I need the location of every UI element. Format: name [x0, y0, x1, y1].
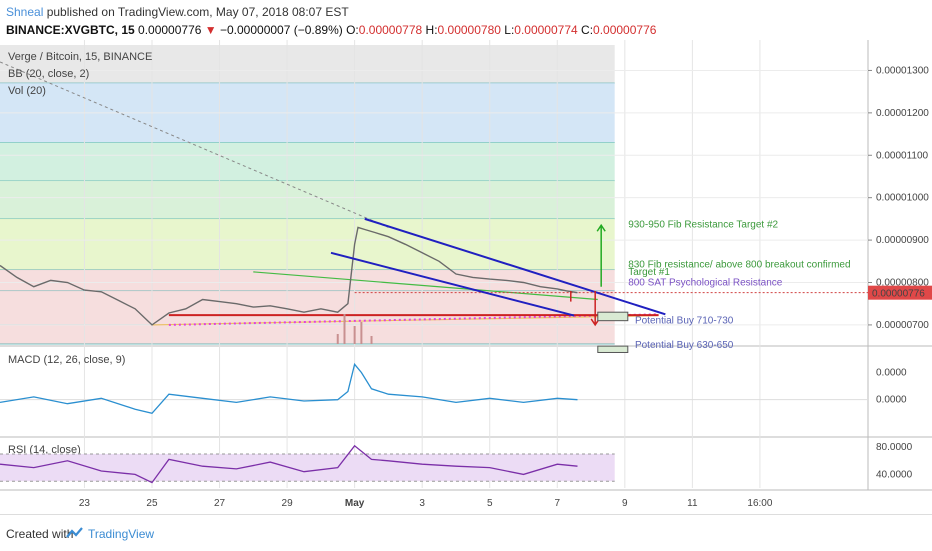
rsi-pane-label: RSI (14, close): [8, 444, 81, 456]
tradingview-brand-link[interactable]: TradingView: [88, 527, 155, 541]
fib-band: [0, 324, 615, 344]
down-arrow-icon: ▼: [204, 23, 217, 37]
price-tick-label: 0.00001000: [876, 193, 929, 204]
annotation-label: Potential Buy 630-650: [635, 340, 734, 351]
annotation-label: Target #1: [628, 267, 670, 278]
created-with-label: Created with: [6, 527, 74, 541]
price-pane-label: Vol (20): [8, 85, 46, 97]
buy-zone-box: [597, 311, 629, 322]
rsi-band: [0, 453, 615, 482]
magenta-dotted-trendline: [168, 313, 659, 326]
price-tick-label: 0.00000800: [876, 278, 929, 289]
publish-info: published on TradingView.com, May 07, 20…: [43, 5, 349, 19]
macd-tick-label: 0.0000: [876, 395, 907, 406]
price-line: [0, 226, 578, 326]
fib-band: [0, 218, 615, 270]
fib-band: [0, 45, 615, 84]
x-tick-label: 9: [622, 498, 628, 509]
rsi-line: [0, 444, 578, 484]
channel-lower-line: [330, 251, 575, 317]
open-value: 0.00000778: [358, 23, 423, 37]
x-tick-label: 27: [214, 498, 226, 509]
chart-canvas[interactable]: 23 25 27 29 May 3 5 7 9 11 16:00 0.00001300 0.000012…: [0, 40, 932, 514]
annotation-label: Potential Buy 710-730: [635, 316, 734, 327]
arrow-head-icon: [596, 223, 606, 232]
chart-header: Shneal published on TradingView.com, May…: [0, 0, 932, 40]
price-tick-label: 0.00000900: [876, 235, 929, 246]
x-tick-label: 11: [687, 498, 698, 509]
x-tick-label: 3: [419, 498, 425, 509]
dashed-trendline: [0, 61, 389, 228]
macd-tick-label: 0.0000: [876, 367, 907, 378]
symbol-label[interactable]: BINANCE:XVGBTC, 15: [6, 23, 135, 37]
fib-band: [0, 269, 615, 291]
x-tick-label: 5: [487, 498, 493, 509]
rsi-tick-label: 80.0000: [876, 442, 913, 453]
x-tick-label: 25: [146, 498, 158, 509]
annotation-label: 800 SAT Psychological Resistance: [628, 277, 783, 288]
x-tick-label: 7: [554, 498, 560, 509]
x-tick-label: May: [345, 498, 365, 509]
high-label: H:: [422, 23, 438, 37]
high-value: 0.00000780: [437, 23, 501, 37]
price-pane-label: Verge / Bitcoin, 15, BINANCE: [8, 51, 152, 63]
price-tick-label: 0.00001300: [876, 65, 929, 76]
publish-line: Shneal published on TradingView.com, May…: [6, 5, 349, 19]
annotation-label: 830 Fib resistance/ above 800 breakout c…: [628, 260, 850, 271]
close-value: 0.00000776: [593, 23, 657, 37]
ohlc-line: BINANCE:XVGBTC, 15 0.00000776 ▼ −0.00000…: [6, 23, 656, 37]
macd-line: [0, 362, 578, 415]
x-tick-label: 16:00: [747, 498, 772, 509]
author-link[interactable]: Shneal: [6, 5, 44, 19]
fib-band: [0, 142, 615, 181]
price-change: −0.00000007 (−0.89%): [216, 23, 343, 37]
low-value: 0.00000774: [514, 23, 578, 37]
open-label: O:: [342, 23, 359, 37]
close-label: C:: [577, 23, 594, 37]
x-tick-label: 29: [282, 498, 294, 509]
price-tick-label: 0.00001100: [876, 150, 929, 161]
tradingview-logo-icon[interactable]: [66, 526, 84, 540]
channel-upper-line: [364, 217, 666, 316]
footer: Created with TradingView: [0, 514, 932, 551]
macd-pane-label: MACD (12, 26, close, 9): [8, 354, 125, 366]
fib-band: [0, 180, 615, 219]
last-price-tag: [868, 285, 932, 300]
buy-zone-box: [597, 345, 629, 353]
price-tick-label: 0.00001200: [876, 108, 929, 119]
last-price-tag-text: 0.00000776: [872, 289, 925, 300]
low-label: L:: [500, 23, 515, 37]
fib-band: [0, 290, 615, 325]
price-pane-label: BB (20, close, 2): [8, 68, 89, 80]
annotation-label: 930-950 Fib Resistance Target #2: [628, 219, 778, 230]
green-trendline: [253, 271, 598, 301]
rsi-tick-label: 40.0000: [876, 469, 913, 480]
price-tick-label: 0.00000700: [876, 320, 929, 331]
x-tick-label: 23: [79, 498, 91, 509]
last-price: 0.00000776: [134, 23, 202, 37]
